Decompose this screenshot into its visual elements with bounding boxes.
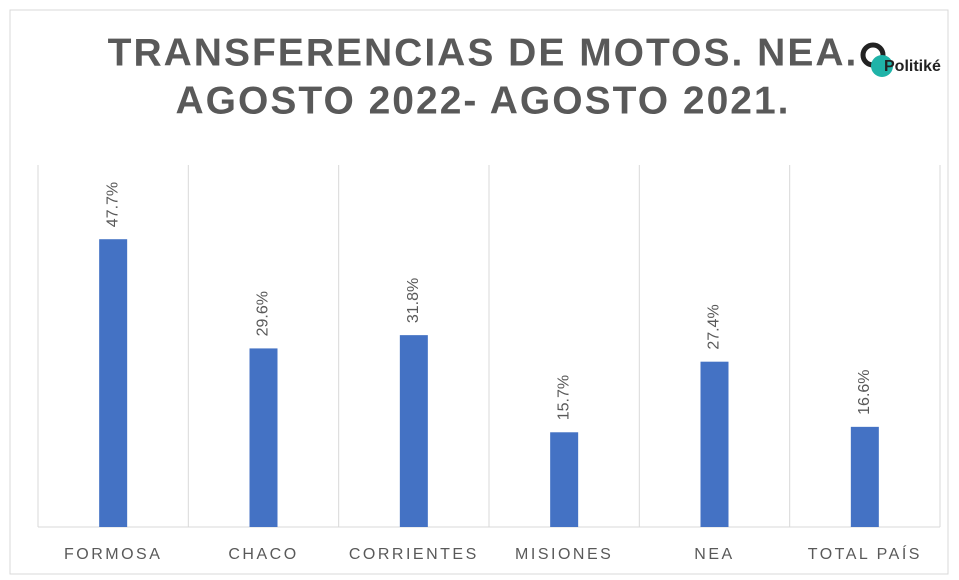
value-label: 16.6% (856, 369, 873, 414)
value-label: 27.4% (706, 304, 723, 349)
logo-text: Politiké (884, 58, 941, 75)
x-tick-label: MISIONES (515, 546, 613, 563)
bar (700, 361, 729, 527)
bar (399, 335, 428, 527)
x-tick-label: TOTAL PAÍS (808, 544, 922, 563)
bar (249, 348, 278, 527)
chart-title: TRANSFERENCIAS DE MOTOS. NEA. (108, 31, 859, 74)
x-tick-label: NEA (694, 546, 734, 563)
value-label: 31.8% (405, 278, 422, 323)
logo-dot (871, 55, 893, 77)
chart-border (9, 9, 949, 575)
value-label: 15.7% (555, 375, 572, 420)
x-tick-label: CORRIENTES (349, 546, 479, 563)
bar (99, 239, 128, 527)
chart-title: AGOSTO 2022- AGOSTO 2021. (175, 79, 790, 122)
logo: Politiké (860, 42, 941, 77)
bar (550, 432, 579, 527)
value-label: 29.6% (255, 291, 272, 336)
x-tick-label: FORMOSA (64, 546, 162, 563)
x-tick-label: CHACO (228, 546, 298, 563)
value-label: 47.7% (104, 182, 121, 227)
bar (850, 426, 879, 527)
